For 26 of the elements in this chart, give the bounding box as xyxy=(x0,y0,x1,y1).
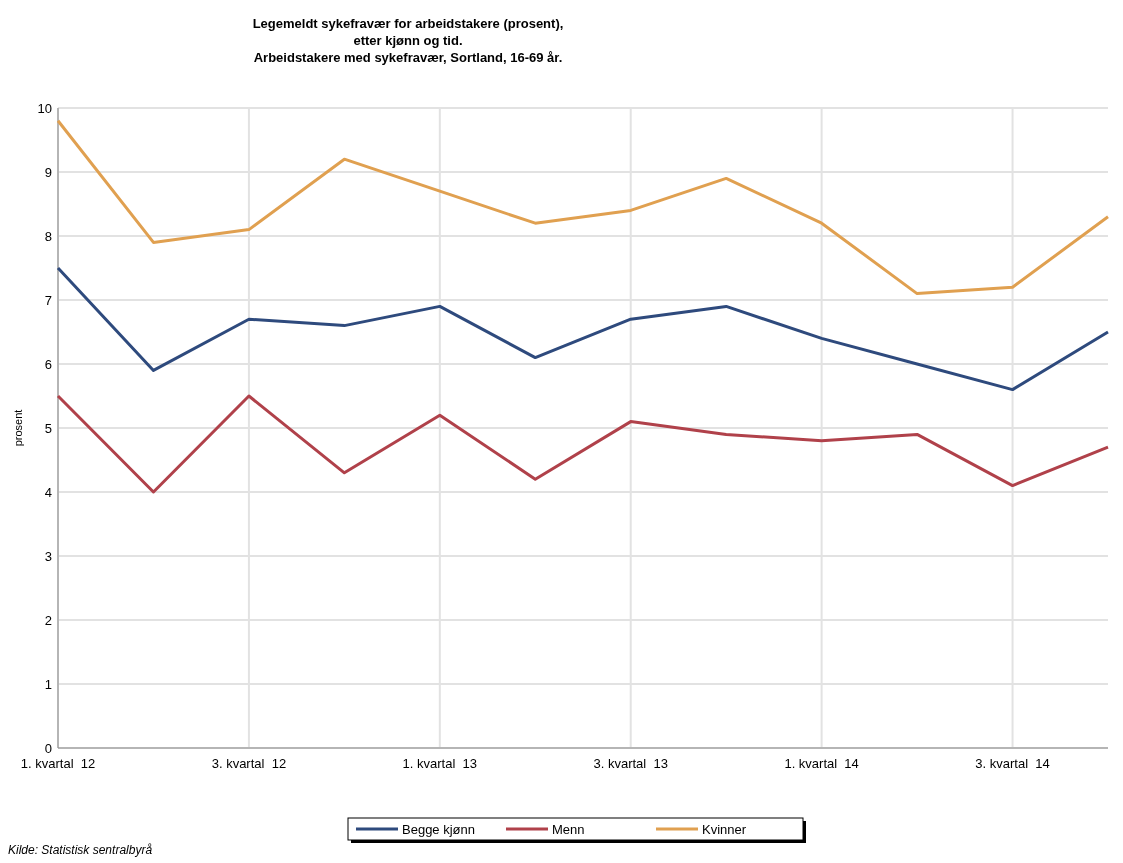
line-series xyxy=(56,266,1110,392)
y-tick-label: 4 xyxy=(44,485,52,500)
y-tick-label: 8 xyxy=(44,229,52,244)
line-series xyxy=(56,119,1110,296)
text: Kilde: Statistisk sentralbyrå xyxy=(8,843,153,857)
y-tick-label: 10 xyxy=(37,101,52,116)
legend-label: Kvinner xyxy=(702,822,747,837)
y-tick-label: 6 xyxy=(44,357,52,372)
legend-label: Begge kjønn xyxy=(402,822,475,837)
x-tick-label: 3. kvartal 12 xyxy=(211,756,287,771)
legend-label: Menn xyxy=(552,822,585,837)
y-tick-label: 2 xyxy=(44,613,52,628)
x-tick-label: 1. kvartal 14 xyxy=(784,756,859,771)
y-tick-label: 1 xyxy=(44,677,52,692)
x-tick-label: 1. kvartal 12 xyxy=(20,756,96,771)
y-tick-label: 9 xyxy=(44,165,52,180)
chart-title: Legemeldt sykefravær for arbeidstakere (prosent), etter kjønn og tid. Arbeidstakere med sykefravær, Sortland, 16-69 år. xyxy=(252,16,564,65)
y-tick-label: 3 xyxy=(44,549,52,564)
y-tick-label: 7 xyxy=(44,293,52,308)
y-tick-label: 5 xyxy=(44,421,52,436)
x-tick-label: 3. kvartal 14 xyxy=(975,756,1050,771)
y-tick-label: 0 xyxy=(44,741,52,756)
line-series xyxy=(56,394,1110,494)
y-axis-title: prosent xyxy=(12,409,24,447)
x-tick-label: 3. kvartal 13 xyxy=(593,756,668,771)
x-tick-label: 1. kvartal 13 xyxy=(402,756,478,771)
